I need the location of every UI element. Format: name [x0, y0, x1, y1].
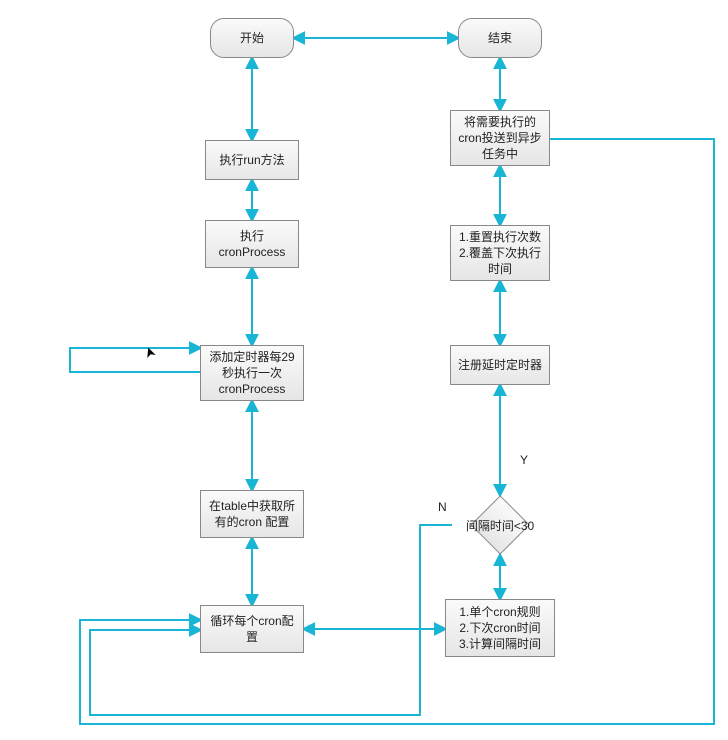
node-runm: 执行run方法	[205, 140, 299, 180]
edge-label-y: Y	[520, 453, 528, 467]
node-calc3: 1.单个cron规则 2.下次cron时间 3.计算间隔时间	[445, 599, 555, 657]
flowchart-canvas: 开始 执行run方法 执行 cronProcess 添加定时器每29 秒执行一次…	[0, 0, 728, 740]
edge-14	[70, 348, 200, 372]
edge-label-n: N	[438, 500, 447, 514]
node-start: 开始	[210, 18, 294, 58]
node-asyncsnd: 将需要执行的 cron投送到异步 任务中	[450, 110, 550, 166]
node-gettbl: 在table中获取所 有的cron 配置	[200, 490, 304, 538]
node-diamond: 间隔时间<30	[452, 495, 548, 555]
node-add29: 添加定时器每29 秒执行一次 cronProcess	[200, 345, 304, 401]
diamond-label: 间隔时间<30	[452, 517, 548, 534]
edge-layer	[0, 0, 728, 740]
node-end: 结束	[458, 18, 542, 58]
edge-13	[80, 139, 714, 724]
node-cronp: 执行 cronProcess	[205, 220, 299, 268]
node-looprow: 循环每个cron配 置	[200, 605, 304, 653]
node-reset: 1.重置执行次数 2.覆盖下次执行 时间	[450, 225, 550, 281]
node-regdelay: 注册延时定时器	[450, 345, 550, 385]
